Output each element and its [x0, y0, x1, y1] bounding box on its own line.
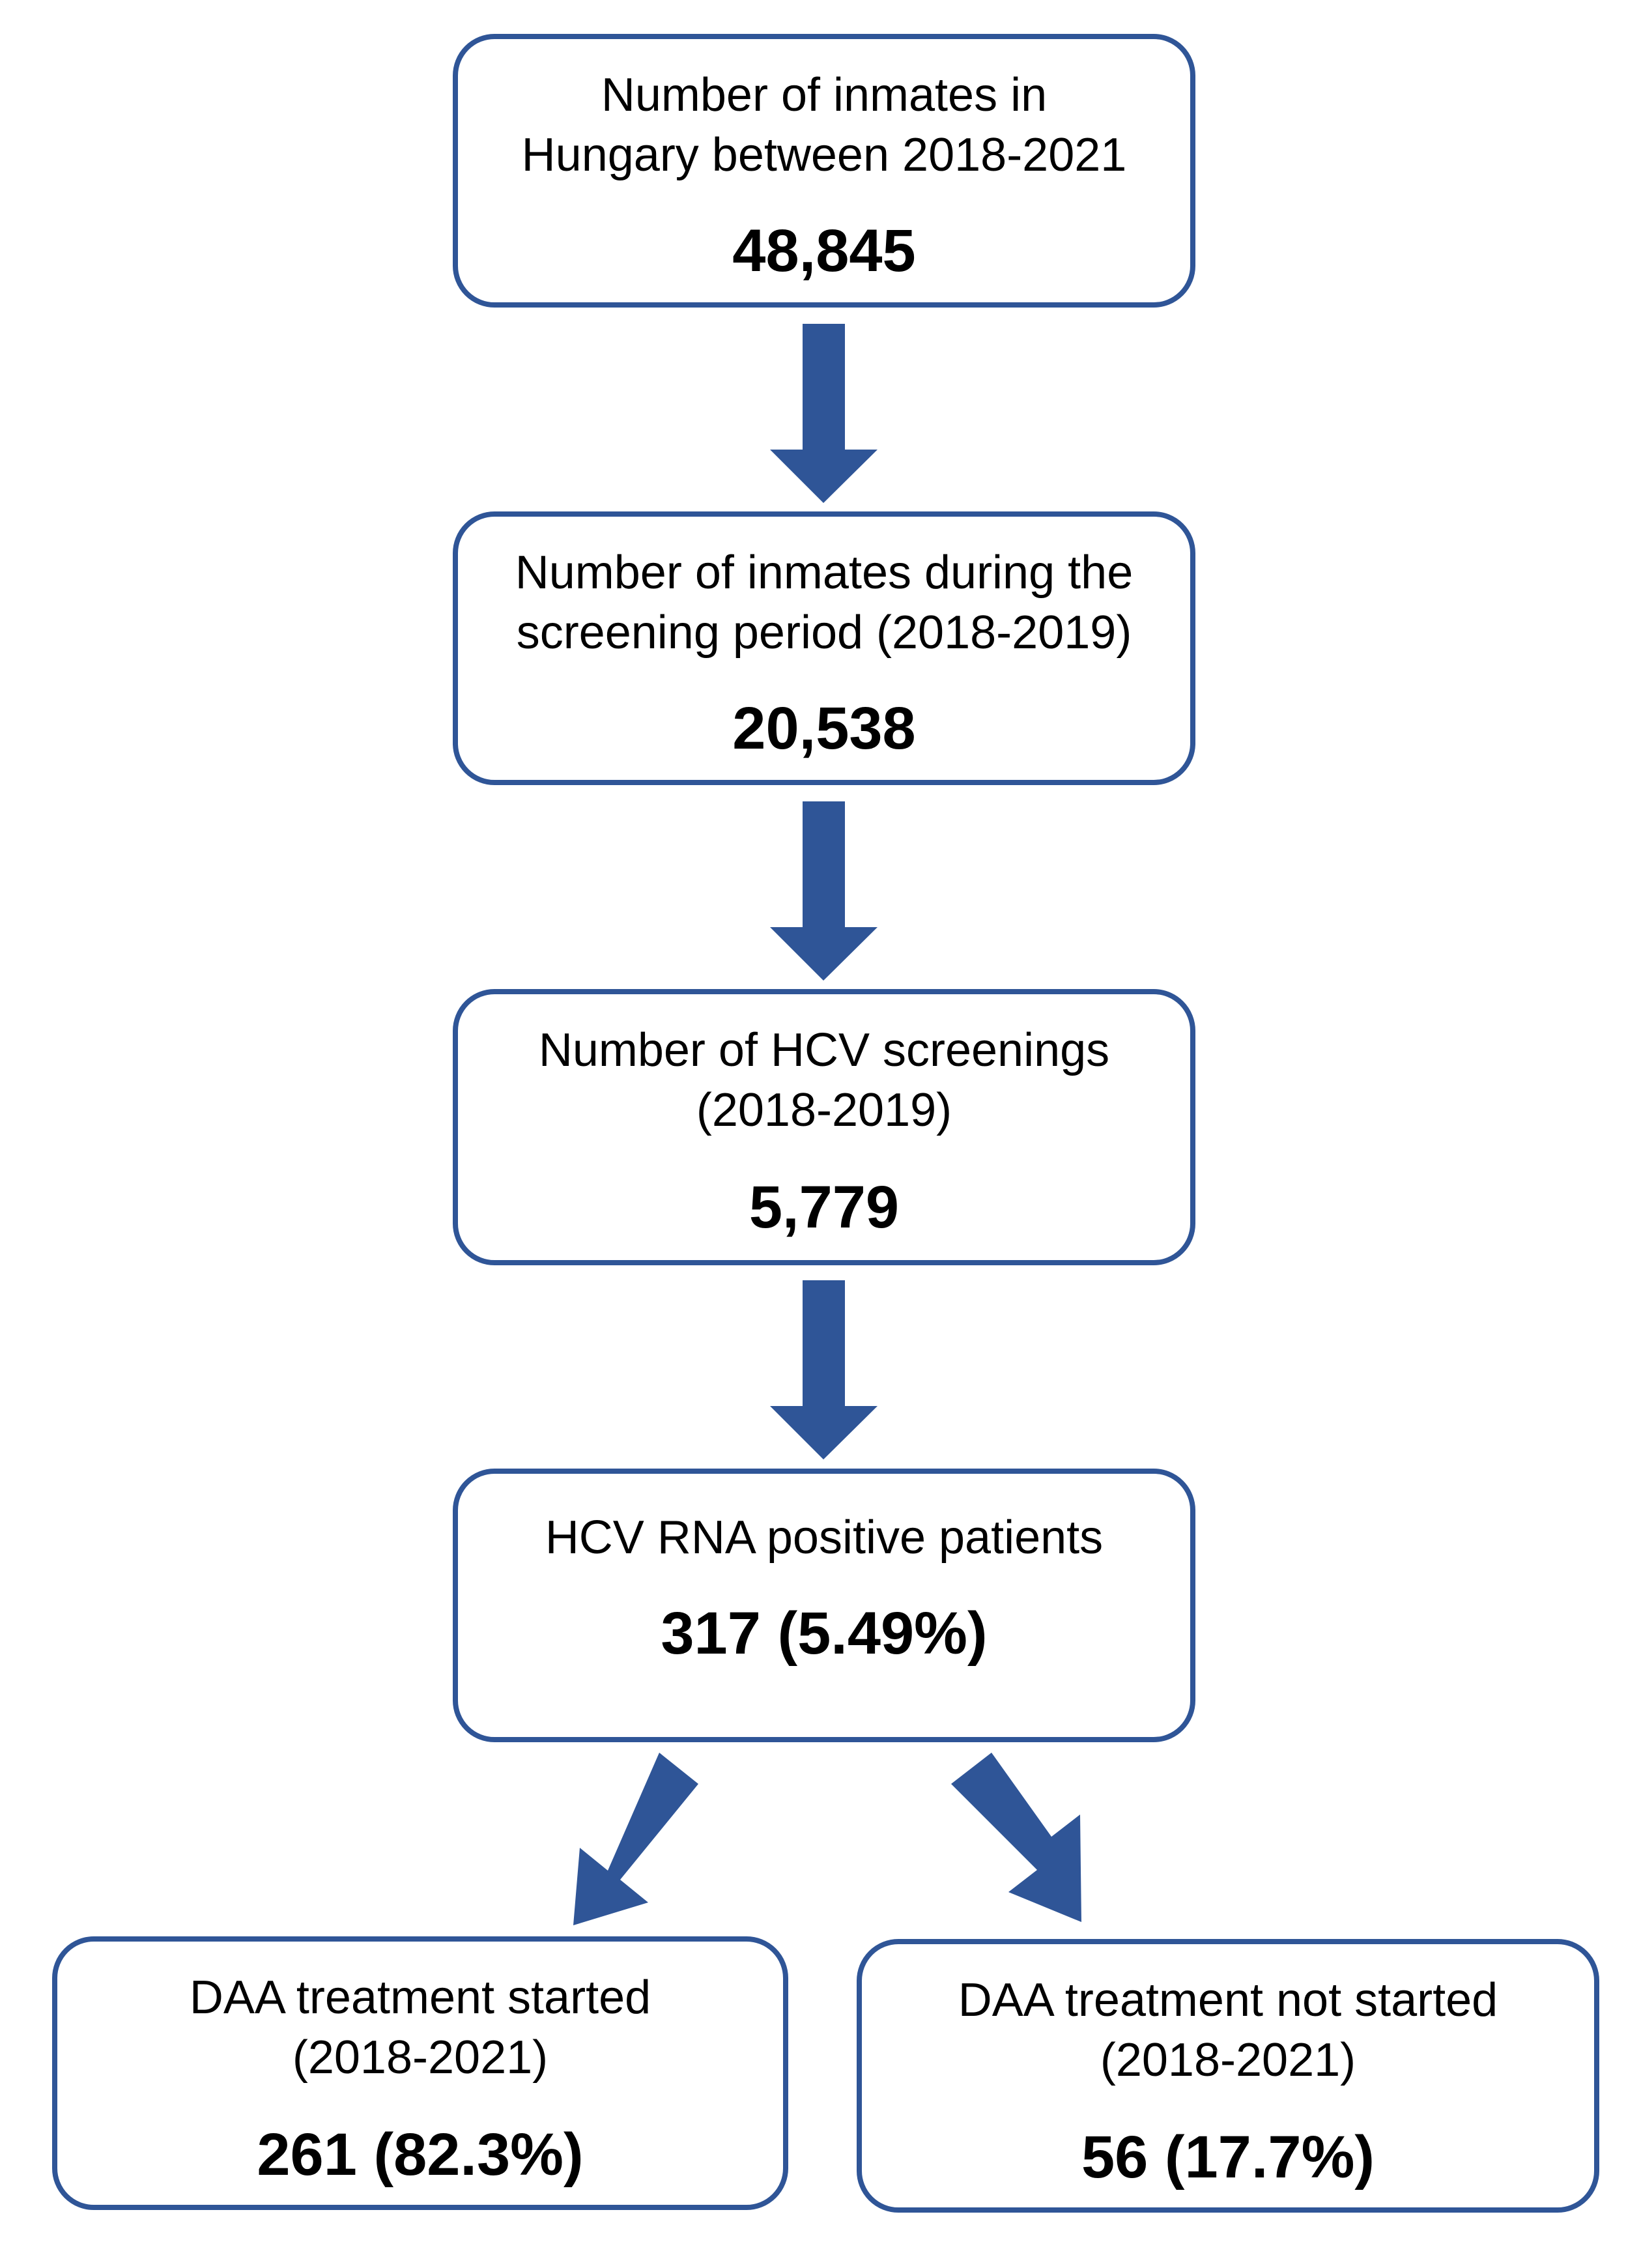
arrow-down-3	[770, 1280, 878, 1459]
box-inmates-total-label: Number of inmates in Hungary between 201…	[521, 69, 1127, 181]
box-inmates-screening-period-label: Number of inmates during the screening p…	[515, 547, 1134, 659]
box-hcv-screenings: Number of HCV screenings (2018-2019) 5,7…	[453, 989, 1195, 1265]
box-daa-treatment-not-started-value: 56 (17.7%)	[1081, 2124, 1375, 2190]
box-daa-treatment-not-started-label: DAA treatment not started (2018-2021)	[958, 1974, 1498, 2086]
arrow-down-2	[770, 801, 878, 981]
box-daa-treatment-not-started: DAA treatment not started (2018-2021) 56…	[857, 1939, 1599, 2213]
box-daa-treatment-started-value: 261 (82.3%)	[257, 2121, 584, 2188]
box-inmates-screening-period: Number of inmates during the screening p…	[453, 511, 1195, 785]
arrow-down-1	[770, 324, 878, 503]
box-hcv-rna-positive-label: HCV RNA positive patients	[545, 1512, 1104, 1564]
box-hcv-rna-positive: HCV RNA positive patients 317 (5.49%)	[453, 1469, 1195, 1742]
box-inmates-total-value: 48,845	[732, 218, 916, 284]
box-hcv-screenings-value: 5,779	[749, 1174, 900, 1241]
box-daa-treatment-started-label: DAA treatment started (2018-2021)	[189, 1972, 651, 2084]
box-hcv-screenings-label: Number of HCV screenings (2018-2019)	[538, 1024, 1110, 1136]
box-inmates-total: Number of inmates in Hungary between 201…	[453, 34, 1195, 308]
arrow-diagonal-right	[951, 1753, 1081, 1922]
box-inmates-screening-period-value: 20,538	[732, 695, 916, 762]
box-hcv-rna-positive-value: 317 (5.49%)	[661, 1600, 988, 1667]
arrow-diagonal-left	[573, 1753, 698, 1925]
box-daa-treatment-started: DAA treatment started (2018-2021) 261 (8…	[52, 1936, 788, 2210]
